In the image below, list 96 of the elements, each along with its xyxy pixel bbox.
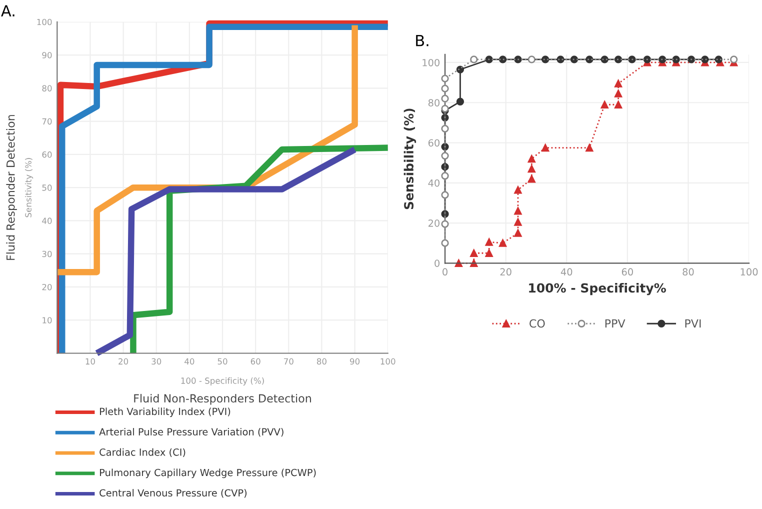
point — [514, 218, 522, 226]
point — [470, 259, 478, 267]
point — [498, 239, 507, 247]
legend-label: PVI — [685, 319, 701, 328]
chart-title: A. — [1, 5, 14, 16]
point — [514, 186, 522, 194]
point — [586, 144, 594, 152]
point — [614, 80, 622, 88]
point — [730, 56, 738, 64]
y-tick-label: 20 — [42, 284, 52, 290]
point — [485, 56, 493, 64]
point — [441, 191, 449, 199]
point — [528, 175, 536, 183]
point — [514, 207, 522, 215]
point — [441, 220, 449, 228]
legend-label: Pulmonary Capillary Wedge Pressure (PCWP) — [100, 468, 316, 478]
legend-label: Pleth Variability Index (PVI) — [100, 408, 230, 417]
x-tick-label: 20 — [500, 268, 512, 276]
legend-label: CO — [530, 319, 545, 328]
point — [528, 56, 536, 64]
legend-label: Central Venous Pressure (CVP) — [100, 489, 247, 498]
legend-label: Cardiac Index (CI) — [100, 448, 186, 457]
x-tick-label: 50 — [218, 358, 228, 365]
x-tick-label: 0 — [442, 268, 448, 276]
point — [485, 249, 493, 257]
x-tick-label: 70 — [284, 358, 294, 365]
point — [528, 154, 536, 163]
text: Sensitivity (%) — [25, 158, 34, 218]
x-tick-label: 60 — [250, 358, 260, 365]
y-tick-label: 90 — [42, 52, 52, 58]
point — [556, 56, 564, 64]
point — [498, 56, 507, 64]
y-axis-title: Fluid Responder Detection — [6, 115, 17, 260]
point — [687, 56, 696, 64]
point — [441, 94, 449, 102]
point — [514, 56, 522, 64]
point — [470, 249, 478, 257]
y-tick-label: 30 — [42, 250, 52, 258]
y-tick-label: 80 — [42, 85, 52, 92]
point — [614, 100, 622, 108]
point — [528, 165, 536, 173]
y-tick-label: 70 — [42, 118, 52, 125]
y-tick-label: 0 — [434, 260, 440, 267]
point — [701, 56, 709, 64]
x-axis-title: 100% - Specificity% — [529, 282, 666, 296]
point — [456, 98, 464, 106]
x-tick-label: 10 — [86, 358, 95, 365]
chart-title: B. — [416, 34, 428, 46]
x-axis-title: Fluid Non-Responders Detection — [134, 394, 311, 405]
point — [714, 56, 722, 64]
x-tick-label: 40 — [184, 358, 194, 365]
point — [454, 259, 463, 267]
legend-label: PPV — [605, 319, 626, 328]
point — [470, 56, 478, 64]
point — [542, 144, 550, 152]
y-tick-label: 40 — [428, 179, 440, 187]
x-tick-label: 100 — [380, 358, 396, 365]
point — [586, 56, 594, 64]
x-tick-label: 80 — [682, 268, 694, 276]
point — [614, 56, 622, 64]
point — [643, 56, 652, 64]
legend-label: Arterial Pulse Pressure Variation (PVV) — [99, 428, 284, 437]
x-tick-label: 30 — [152, 358, 162, 365]
y-tick-label: 50 — [42, 184, 52, 191]
y-tick-label: 100 — [37, 18, 52, 26]
y-tick-label: 60 — [42, 151, 52, 158]
y-axis-title: Sensibility (%) — [404, 108, 416, 210]
point — [485, 238, 493, 246]
x-tick-label: 90 — [350, 358, 360, 365]
point — [570, 56, 578, 64]
x-tick-label: 20 — [118, 358, 128, 365]
x-tick-label: 100 — [740, 268, 758, 276]
point — [542, 56, 550, 64]
point — [672, 56, 680, 64]
point — [441, 74, 449, 82]
point — [441, 84, 449, 92]
x-tick-label: 80 — [316, 358, 326, 365]
point — [600, 100, 608, 108]
point — [441, 152, 449, 160]
text: 100 - Specificity (%) — [181, 377, 264, 386]
y-tick-label: 10 — [42, 317, 52, 324]
y-tick-label: 60 — [428, 139, 440, 147]
y-tick-label: 80 — [428, 99, 440, 106]
y-tick-label: 40 — [42, 218, 52, 224]
y-tick-label: 100 — [422, 58, 440, 66]
point — [614, 90, 622, 98]
x-tick-label: 60 — [622, 268, 633, 276]
point — [658, 56, 666, 64]
point — [441, 239, 449, 247]
y-tick-label: 20 — [428, 220, 440, 227]
point — [628, 56, 636, 64]
point — [441, 124, 449, 133]
point — [441, 172, 449, 180]
point — [514, 229, 522, 237]
point — [600, 56, 608, 64]
x-tick-label: 40 — [560, 268, 572, 276]
